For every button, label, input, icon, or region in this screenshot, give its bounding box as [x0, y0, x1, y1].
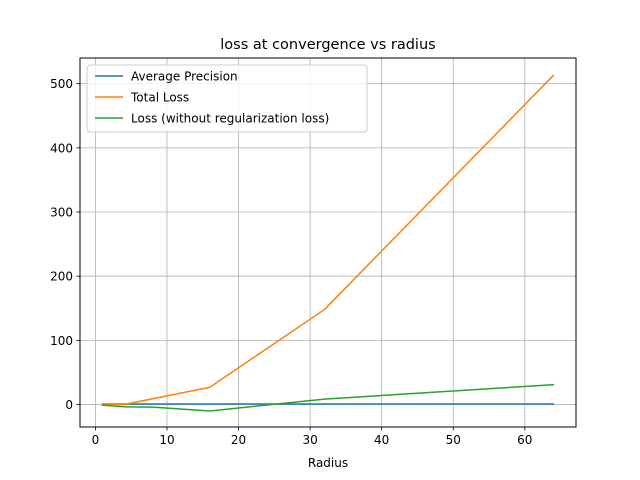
- plot-frame: [79, 57, 577, 428]
- y-tick-label: 0: [65, 398, 73, 412]
- y-tick-label: 500: [50, 77, 73, 91]
- axis-ticks: 0 10 20 30 40 50 60 0 100 200 300 400 500: [50, 77, 532, 447]
- legend-label: Average Precision: [131, 70, 238, 84]
- series-line-3: [101, 383, 555, 412]
- x-tick-label: 50: [446, 433, 461, 447]
- legend: Average Precision Total Loss Loss (without…: [86, 64, 368, 133]
- x-tick-label: 40: [374, 433, 389, 447]
- legend-label: Loss (without regularization loss): [131, 112, 329, 126]
- x-tick-label: 60: [517, 433, 532, 447]
- x-tick-label: 0: [92, 433, 100, 447]
- x-tick-label: 30: [302, 433, 317, 447]
- series-lines: [101, 74, 555, 412]
- x-axis-label: Radius: [308, 456, 348, 470]
- legend-box: [86, 64, 368, 133]
- legend-label: Total Loss: [130, 91, 189, 105]
- y-tick-label: 400: [50, 141, 73, 155]
- y-tick-label: 200: [50, 270, 73, 284]
- y-tick-label: 100: [50, 334, 73, 348]
- x-tick-label: 20: [231, 433, 246, 447]
- y-tick-label: 300: [50, 206, 73, 220]
- chart-title: loss at convergence vs radius: [220, 37, 435, 53]
- series-line-2: [101, 74, 555, 406]
- x-tick-label: 10: [159, 433, 174, 447]
